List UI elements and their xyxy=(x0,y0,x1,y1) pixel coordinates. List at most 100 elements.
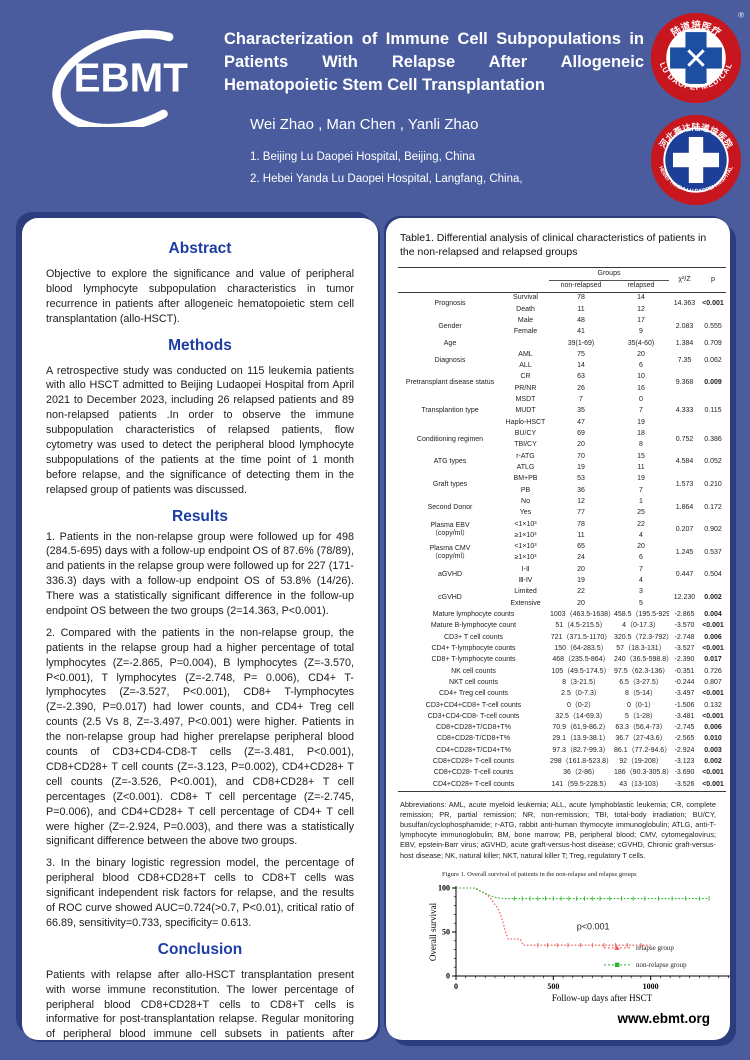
value-non-relapsed: 53 xyxy=(577,475,585,483)
value-relapsed: 3 xyxy=(639,588,643,596)
value-stat: -2.924 xyxy=(674,746,695,754)
value-stat: 4.584 xyxy=(675,458,694,466)
value-relapsed: 320.5（72.3-792） xyxy=(614,633,669,641)
value-relapsed: 5（1-28） xyxy=(625,712,657,720)
value-non-relapsed: 150（64-283.5） xyxy=(554,644,608,652)
value-relapsed: 12 xyxy=(637,305,645,313)
row-subcategory: Female xyxy=(513,328,538,336)
table-row: CD3+ T cell counts 721（371.5-1170） 320.5（7… xyxy=(398,632,726,643)
table-row: CD4+CD28+T/CD4+T% 97.3（82.7-99.3） 86.1（77.… xyxy=(398,745,726,756)
table-row: Mature lymphocyte counts 1003（463.5-1638）… xyxy=(398,610,726,621)
value-relapsed: 4 xyxy=(639,577,643,585)
row-category: Transplantion type xyxy=(421,407,479,415)
value-stat: -0.351 xyxy=(674,667,695,675)
row-label: Mature B-lymphocyte count xyxy=(430,622,517,630)
table-row: Age 39(1-69) 35(4-60) 1.384 0.709 xyxy=(398,338,726,349)
value-relapsed: 86.1（77.2-94.6） xyxy=(614,746,669,754)
table-row: TBI/CY 20 8 xyxy=(398,440,726,451)
table-row: CD8+CD28+T/CD8+T% 70.9（61.9-86.2） 63.3（56.… xyxy=(398,723,726,734)
row-subcategory: TBI/CY xyxy=(514,441,537,449)
row-subcategory: Ⅰ-Ⅱ xyxy=(521,565,530,573)
table-row: Second Donor No 12 1 1.864 0.172 xyxy=(398,497,726,511)
row-label: CD8+CD28+T/CD8+T% xyxy=(436,724,511,732)
table-row: MUDT 35 7 xyxy=(398,406,726,417)
row-category: Gender xyxy=(438,322,462,330)
value-stat: -2.748 xyxy=(674,633,695,641)
row-category: Plasma CMV （copy/ml） xyxy=(429,544,471,561)
value-non-relapsed: 11 xyxy=(577,305,585,313)
value-non-relapsed: 19 xyxy=(577,577,585,585)
table-row: CD3+CD4+CD8+ T-cell counts 0（0-2） 0（0-1） -1… xyxy=(398,700,726,711)
value-non-relapsed: 12 xyxy=(577,497,585,505)
value-relapsed: 20 xyxy=(637,543,645,551)
row-subcategory: No xyxy=(521,497,530,505)
value-p: 0.004 xyxy=(704,611,722,619)
value-stat: 4.333 xyxy=(675,407,694,415)
value-non-relapsed: 468（235.5-864） xyxy=(552,656,610,664)
row-category: cGVHD xyxy=(438,594,462,602)
lu-daopei-medical-logo: 陆道培医疗 LU DAOPEI MEDICAL ® xyxy=(650,11,744,104)
value-p: <0.001 xyxy=(702,299,724,307)
row-category: Pretransplant disease status xyxy=(405,379,495,387)
value-non-relapsed: 35 xyxy=(577,407,585,415)
value-relapsed: 19 xyxy=(637,418,645,426)
value-stat: 0.447 xyxy=(675,571,694,579)
value-stat: -3.527 xyxy=(674,644,695,652)
value-stat: 12.230 xyxy=(673,594,696,602)
value-stat: 1.384 xyxy=(675,339,694,347)
table-row: NKT cell counts 8（3-21.5） 6.5（3-27.5） -0.24… xyxy=(398,678,726,689)
header-stat: χ²/Z xyxy=(669,267,700,293)
legend-label: relapse group xyxy=(636,944,674,952)
svg-text:0: 0 xyxy=(454,982,458,991)
header-groups: Groups xyxy=(549,267,669,281)
table-row: ≥1×10³ 11 4 xyxy=(398,530,726,541)
affiliation-2: 2. Hebei Yanda Lu Daopei Hospital, Langf… xyxy=(250,172,523,185)
table-row: Yes 77 25 xyxy=(398,508,726,519)
value-stat: -2.390 xyxy=(674,656,695,664)
row-label: CD8+CD28+ T-cell counts xyxy=(432,758,515,766)
value-relapsed: 35(4-60) xyxy=(627,339,655,347)
row-subcategory: ALL xyxy=(519,362,532,370)
table-header-row-1: Groups χ²/Z p xyxy=(398,267,726,293)
value-stat: 1.573 xyxy=(675,480,694,488)
row-subcategory: Male xyxy=(517,316,534,324)
value-relapsed: 7 xyxy=(639,407,643,415)
value-stat: 7.35 xyxy=(677,356,692,364)
row-label: CD8+CD28- T-cell counts xyxy=(433,769,514,777)
value-p: 0.709 xyxy=(704,339,722,347)
ebmt-swoosh-icon xyxy=(52,30,174,127)
value-relapsed: 16 xyxy=(637,384,645,392)
header-p: p xyxy=(700,267,726,293)
row-subcategory: Death xyxy=(516,305,535,313)
svg-text:50: 50 xyxy=(442,928,450,937)
table-row: CD8+CD28- T-cell counts 36（2-86） 186（90.3-… xyxy=(398,768,726,779)
value-stat: -2.565 xyxy=(674,735,695,743)
value-non-relapsed: 8（3-21.5） xyxy=(562,678,600,686)
value-p: 0.172 xyxy=(704,503,722,511)
value-stat: -3.497 xyxy=(674,690,695,698)
row-subcategory: ≥1×10³ xyxy=(514,554,537,562)
poster-header: EBMT Characterization of Immune Cell Sub… xyxy=(0,0,750,212)
table-row: CD8+CD28-T/CD8+T% 29.1（13.9-38.1） 36.7（27-… xyxy=(398,734,726,745)
row-subcategory: BM+PB xyxy=(513,475,538,483)
p-value-annotation: p<0.001 xyxy=(577,921,610,931)
value-non-relapsed: 20 xyxy=(577,441,585,449)
row-subcategory: MSDT xyxy=(515,396,536,404)
table-row: Mature B-lymphocyte count 51（4.5-215.5） 4（… xyxy=(398,621,726,632)
table-row: ≥1×10³ 24 6 xyxy=(398,553,726,564)
table-row: Graft types BM+PB 53 19 1.573 0.210 xyxy=(398,474,726,488)
table-row: PB 36 7 xyxy=(398,485,726,496)
table-row: Haplo-HSCT 47 19 xyxy=(398,417,726,428)
website-link: www.ebmt.org xyxy=(617,1011,710,1026)
left-panel: Abstract Objective to explore the signif… xyxy=(22,218,378,1040)
value-stat: 0.207 xyxy=(675,526,694,534)
value-non-relapsed: 7 xyxy=(579,396,583,404)
row-subcategory: <1×10³ xyxy=(514,543,537,551)
table-header-row-2: non-relapsed relapsed xyxy=(398,280,726,293)
value-stat: -3.690 xyxy=(674,769,695,777)
value-stat: -3.570 xyxy=(674,622,695,630)
value-relapsed: 22 xyxy=(637,520,645,528)
value-relapsed: 20 xyxy=(637,350,645,358)
value-non-relapsed: 48 xyxy=(577,316,585,324)
value-relapsed: 7 xyxy=(639,565,643,573)
